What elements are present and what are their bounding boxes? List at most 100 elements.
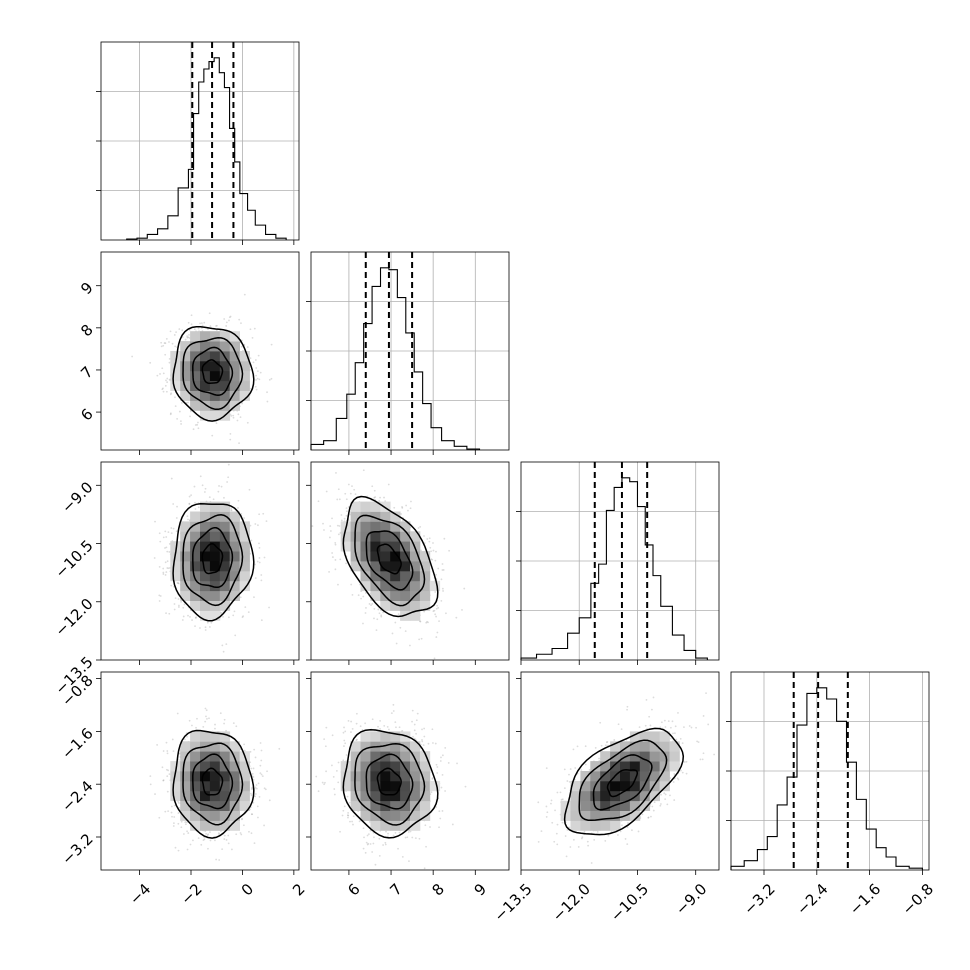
sample-point: [158, 600, 161, 602]
density-cell: [390, 580, 401, 592]
sample-point: [195, 616, 197, 619]
sample-point: [239, 416, 242, 419]
sample-point: [317, 500, 320, 503]
sample-point: [254, 577, 257, 579]
density-cell: [219, 731, 231, 742]
density-cell: [239, 800, 250, 811]
histogram-step-line: [310, 267, 481, 450]
sample-point: [373, 617, 375, 620]
sample-point: [260, 749, 263, 752]
sample-point: [345, 507, 348, 509]
density-cell: [410, 600, 421, 611]
sample-point: [178, 606, 180, 608]
density-cell: [200, 531, 211, 542]
sample-point: [425, 621, 428, 624]
density-cell: [209, 331, 221, 342]
sample-point: [418, 638, 421, 641]
sample-point: [167, 810, 170, 813]
sample-point: [169, 330, 172, 333]
sample-point: [249, 328, 252, 331]
sample-point: [417, 527, 420, 529]
density-cell: [190, 400, 201, 411]
density-cell: [200, 351, 211, 362]
density-cell: [390, 511, 401, 522]
sample-point: [177, 598, 180, 600]
sample-point: [188, 719, 191, 722]
sample-point: [239, 832, 242, 834]
density-cell: [180, 790, 191, 802]
sample-point: [230, 509, 233, 511]
sample-point: [441, 810, 444, 812]
sample-point: [201, 484, 204, 487]
density-cell: [239, 580, 250, 592]
density-cell: [200, 610, 211, 621]
sample-point: [375, 629, 378, 632]
density-cell: [400, 600, 411, 611]
sample-point: [164, 530, 167, 533]
density-cell: [229, 511, 240, 522]
density-cell: [219, 551, 231, 562]
sample-point: [232, 722, 235, 725]
sample-point: [254, 786, 257, 789]
density-cell: [350, 541, 361, 552]
sample-point: [254, 385, 257, 388]
sample-point: [259, 371, 262, 374]
sample-point: [189, 415, 191, 418]
sample-point: [435, 607, 438, 610]
sample-point: [242, 824, 245, 827]
sample-point: [164, 342, 167, 345]
sample-point: [426, 620, 428, 623]
density-cell: [360, 531, 371, 542]
sample-point: [178, 806, 181, 809]
sample-point: [233, 610, 236, 613]
density-cell: [180, 590, 191, 601]
sample-point: [239, 596, 242, 599]
sample-point: [241, 616, 244, 619]
density-cell: [360, 541, 371, 552]
sample-point: [404, 630, 407, 633]
density-cell: [200, 551, 211, 562]
density-cell: [400, 551, 411, 562]
density-cell: [229, 590, 240, 601]
sample-point: [208, 626, 211, 628]
sample-point: [401, 519, 404, 522]
sample-point: [189, 843, 192, 846]
sample-point: [428, 540, 431, 543]
sample-point: [423, 542, 426, 544]
density-cell: [229, 531, 240, 542]
sample-point: [254, 523, 257, 525]
sample-point: [440, 599, 443, 602]
sample-point: [240, 512, 243, 515]
sample-point: [345, 562, 347, 565]
density-cell: [219, 600, 231, 611]
density-cell: [400, 521, 411, 532]
sample-point: [253, 327, 256, 330]
histogram-step-line: [126, 57, 287, 240]
density-cell: [400, 570, 411, 582]
sample-point: [441, 587, 444, 590]
sample-point: [362, 595, 365, 598]
sample-point: [220, 612, 223, 614]
density-cell: [219, 570, 231, 582]
sample-point: [194, 424, 197, 426]
sample-point: [250, 539, 253, 542]
sample-point: [250, 788, 253, 791]
histogram-frame-0: [100, 41, 300, 241]
sample-point: [436, 604, 439, 607]
sample-point: [236, 419, 239, 422]
density-cell: [209, 570, 221, 582]
sample-point: [205, 709, 208, 712]
contour-level-1: [192, 346, 234, 396]
density-cell: [239, 790, 250, 802]
density-cell: [200, 590, 211, 601]
density-panel-0-3: [96, 678, 295, 875]
sample-point: [162, 571, 165, 574]
sample-point: [169, 412, 172, 415]
sample-point: [187, 401, 189, 404]
density-cell: [239, 541, 250, 552]
density-cell: [229, 380, 240, 391]
sample-point: [405, 504, 408, 507]
sample-point: [262, 512, 265, 515]
sample-point: [214, 727, 216, 730]
sample-point: [165, 337, 168, 340]
